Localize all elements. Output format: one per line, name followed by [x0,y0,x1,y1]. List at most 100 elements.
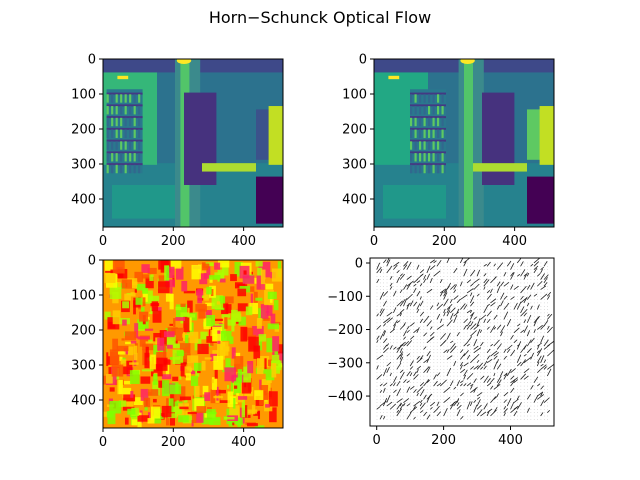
flow-vector [516,323,521,327]
flow-vector [490,298,497,304]
flow-vector [436,411,441,417]
flow-vector [510,296,515,300]
flow-vector [406,261,412,270]
flow-vector [460,349,464,354]
flow-vector [543,359,547,363]
flow-vector [500,331,503,337]
flow-vector [406,275,412,280]
flow-vector [399,273,403,277]
flow-vector [439,278,443,284]
flow-vector [513,327,520,334]
flow-vector [473,345,479,350]
flow-vector [469,401,473,407]
flow-vector [456,404,462,410]
flow-vector [453,295,459,300]
flow-vector [436,303,444,310]
flow-vector [506,348,511,354]
flow-vector [399,309,405,314]
flow-vector [490,396,497,403]
flow-vector [503,281,510,287]
flow-vector [386,343,390,347]
flow-vector [416,369,419,373]
axes-frame [102,58,284,228]
flow-vector [399,369,404,374]
flow-vector [470,310,473,314]
flow-vector [533,376,539,383]
flow-vector [466,401,471,410]
flow-vector [483,360,488,367]
flow-vector [510,284,514,290]
flow-vector [406,403,411,407]
flow-vector [540,385,544,390]
flow-vector [436,401,440,407]
flow-vector [543,366,547,370]
flow-vector [406,353,411,357]
flow-vector [393,376,397,383]
flow-vector [530,352,535,360]
flow-vector [426,350,431,357]
flow-vector [486,326,490,330]
flow-vector [386,265,393,274]
flow-vector [530,263,534,267]
y-tick-label: 200 [71,123,96,138]
flow-vector [533,329,536,334]
flow-vector [473,278,480,284]
flow-vector [533,261,540,267]
flow-vector [443,349,448,354]
flow-vector [449,313,454,320]
flow-vector [536,315,540,320]
flow-vector [470,321,474,327]
flow-vector [536,304,540,310]
flow-vector [520,312,525,317]
flow-vector [449,401,455,410]
flow-vector [419,283,423,287]
flow-vector [460,416,464,420]
axes-frame [373,58,555,228]
flow-vector [446,258,450,264]
flow-vector [506,344,513,350]
flow-vector [540,355,545,363]
flow-vector [403,398,410,404]
flow-vector [500,281,505,287]
flow-vector [393,346,397,350]
y-tick-label: 400 [71,394,96,409]
flow-vector [433,270,441,277]
flow-vector [406,370,411,377]
flow-vector [429,326,433,330]
flow-vector [533,267,538,274]
flow-vector [423,394,427,400]
plot-area: 0 200 400 0 100 200 300 400 [71,53,284,249]
flow-vector [413,374,419,380]
flow-vector [490,377,495,384]
flow-vector [436,382,442,387]
flow-vector [413,405,416,410]
flow-vector [540,293,548,300]
flow-vector [523,357,532,364]
flow-vector [386,401,393,407]
flow-vector [423,332,428,337]
flow-vector [446,367,452,377]
flow-vector [536,345,540,350]
flow-vector [399,341,406,347]
flow-vector [393,320,398,327]
flow-vector [429,331,435,337]
flow-vector [503,412,506,417]
flow-vector [406,340,413,347]
plot-image [103,260,283,428]
flow-vector [439,318,443,324]
flow-vector [396,320,401,324]
flow-vector [470,283,474,287]
flow-vector [439,379,447,387]
flow-vector [500,300,504,307]
flow-vector [443,407,448,417]
flow-vector [473,347,482,354]
flow-vector [389,383,393,387]
flow-vector [493,372,496,377]
plot-area: 0 200 400 0 100 200 300 400 [342,53,555,249]
flow-vector [493,361,498,370]
flow-vector [526,272,530,277]
flow-vector [486,382,492,387]
flow-vector [486,310,492,317]
flow-vector [460,294,468,300]
y-tick-label: 200 [342,123,367,138]
